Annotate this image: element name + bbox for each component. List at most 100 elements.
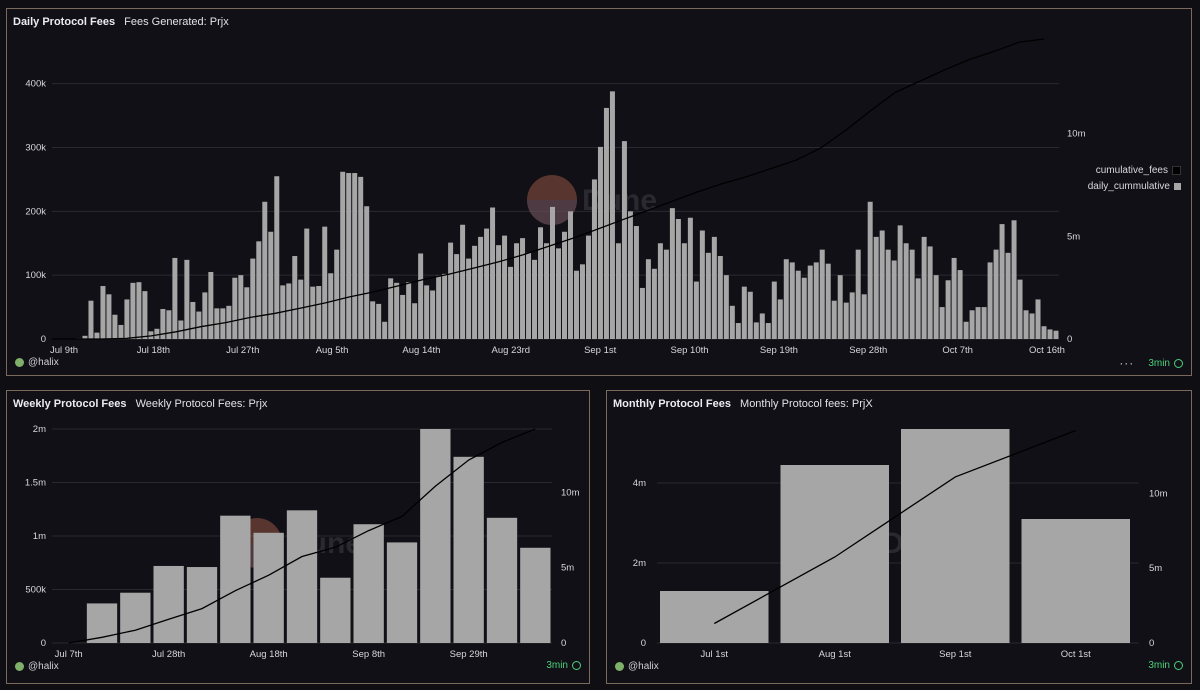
weekly-refresh-age: 3min xyxy=(546,660,568,671)
daily-bar xyxy=(969,310,975,339)
daily-bar xyxy=(603,107,609,339)
daily-bar xyxy=(490,207,496,339)
daily-bar xyxy=(544,243,550,339)
daily-bar xyxy=(579,264,585,339)
cumulative-fees-line xyxy=(68,428,536,644)
daily-bar xyxy=(1053,330,1059,339)
more-options-icon[interactable]: ··· xyxy=(1119,356,1135,370)
y-right-tick-label: 5m xyxy=(1067,231,1080,242)
daily-bar xyxy=(573,270,579,339)
monthly-author-name: @halix xyxy=(628,661,659,672)
daily-bar xyxy=(741,286,747,339)
daily-bar xyxy=(520,238,526,339)
daily-author-name: @halix xyxy=(28,357,59,368)
x-tick-label: Aug 1st xyxy=(819,649,852,660)
daily-bar xyxy=(118,324,124,339)
daily-bar xyxy=(256,241,262,339)
x-tick-label: Sep 1st xyxy=(584,345,617,356)
daily-bar xyxy=(160,309,166,339)
daily-bar xyxy=(334,249,340,339)
daily-bar xyxy=(807,265,813,339)
monthly-bar xyxy=(660,591,769,643)
daily-author[interactable]: @halix xyxy=(15,357,59,368)
daily-bar xyxy=(196,311,202,339)
daily-bar xyxy=(268,231,274,339)
daily-bar xyxy=(436,275,442,339)
daily-bar xyxy=(358,176,364,339)
daily-bar xyxy=(394,282,400,339)
x-tick-label: Sep 28th xyxy=(849,345,887,356)
daily-bar xyxy=(675,219,681,339)
x-tick-label: Jul 7th xyxy=(55,649,83,660)
monthly-author[interactable]: @halix xyxy=(615,661,659,672)
daily-bar xyxy=(496,245,502,339)
daily-bar xyxy=(627,211,633,339)
daily-bar xyxy=(867,201,873,339)
y-left-tick-label: 100k xyxy=(25,270,46,281)
check-circle-icon xyxy=(572,661,581,670)
daily-bar xyxy=(825,263,831,339)
daily-bar xyxy=(154,328,160,339)
weekly-bar xyxy=(320,577,351,643)
daily-bar xyxy=(645,259,651,339)
daily-subtitle: Fees Generated: Prjx xyxy=(124,16,229,28)
daily-bar xyxy=(771,281,777,339)
legend-item-cumulative[interactable]: cumulative_fees xyxy=(1088,165,1181,176)
avatar xyxy=(15,358,24,367)
daily-bar xyxy=(585,235,591,339)
daily-bar xyxy=(418,253,424,339)
daily-bar xyxy=(879,230,885,339)
daily-bar xyxy=(861,294,867,339)
daily-bar xyxy=(735,323,741,339)
daily-bar xyxy=(789,262,795,339)
weekly-author[interactable]: @halix xyxy=(15,661,59,672)
x-tick-label: Sep 10th xyxy=(671,345,709,356)
x-tick-label: Oct 1st xyxy=(1061,649,1091,660)
y-left-tick-label: 500k xyxy=(25,585,46,596)
daily-bar xyxy=(184,259,190,339)
weekly-fees-panel: Weekly Protocol Fees Weekly Protocol Fee… xyxy=(6,390,590,684)
daily-bar xyxy=(1023,310,1029,339)
legend-item-daily[interactable]: daily_cummulative xyxy=(1088,181,1181,192)
daily-bar xyxy=(951,257,957,339)
daily-bar xyxy=(939,307,945,339)
daily-bar xyxy=(753,322,759,339)
weekly-bar xyxy=(86,603,118,643)
weekly-bar xyxy=(220,515,251,643)
daily-bar xyxy=(693,281,699,339)
daily-bar xyxy=(801,277,807,339)
weekly-bar xyxy=(120,592,151,643)
daily-bar xyxy=(502,235,508,339)
y-right-tick-label: 10m xyxy=(1149,488,1168,499)
legend-line-swatch xyxy=(1172,166,1181,175)
daily-bar xyxy=(346,173,352,339)
monthly-subtitle: Monthly Protocol fees: PrjX xyxy=(740,398,873,410)
daily-bar xyxy=(987,262,993,339)
daily-bar xyxy=(891,260,897,339)
daily-bar xyxy=(100,286,106,339)
daily-bar xyxy=(82,335,88,339)
daily-bar xyxy=(699,230,705,339)
y-left-tick-label: 2m xyxy=(33,424,46,435)
daily-bar xyxy=(238,275,244,339)
daily-bar xyxy=(466,258,472,339)
daily-bar xyxy=(591,179,597,339)
daily-bar xyxy=(1017,279,1023,339)
monthly-fees-panel: Monthly Protocol Fees Monthly Protocol f… xyxy=(606,390,1192,684)
daily-bar xyxy=(274,176,280,339)
daily-bar xyxy=(657,243,663,339)
monthly-title: Monthly Protocol Fees xyxy=(613,398,731,410)
weekly-bar xyxy=(353,524,384,643)
daily-bar xyxy=(94,332,100,339)
y-right-tick-label: 10m xyxy=(1067,129,1086,140)
daily-bar xyxy=(316,286,322,339)
weekly-bar xyxy=(486,517,518,643)
daily-bar xyxy=(933,275,939,339)
daily-bar xyxy=(915,278,921,339)
y-right-tick-label: 0 xyxy=(561,638,566,649)
watermark-logo-icon xyxy=(527,175,577,225)
check-circle-icon xyxy=(1174,358,1183,368)
weekly-bar xyxy=(186,567,218,643)
